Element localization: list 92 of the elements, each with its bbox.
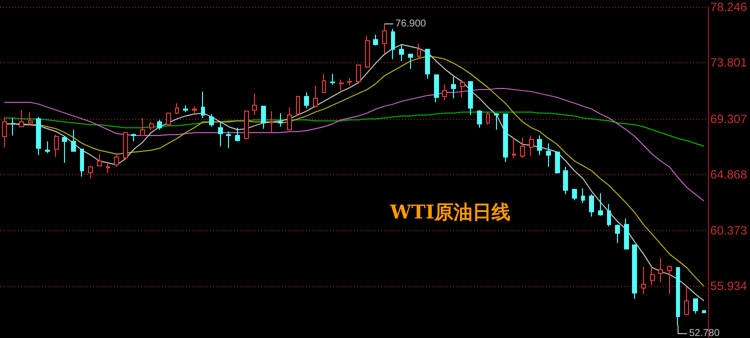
candlestick [581,188,585,204]
y-tick-label: 78.246 [710,0,748,14]
candlestick [313,85,318,108]
candlestick [97,154,102,166]
candlestick [408,54,413,70]
annotation: 76.900 [395,18,426,30]
candlestick [218,121,223,147]
candlestick [347,77,352,86]
candlestick [175,102,179,114]
candlestick [555,150,560,174]
candlestick [106,163,110,174]
candlestick [460,79,465,98]
candlestick [88,165,93,180]
candlestick [131,133,136,142]
candlestick [183,104,188,113]
y-tick-label: 69.307 [710,112,748,126]
candlestick [322,73,326,93]
candlestick [252,92,257,116]
candlestick [684,286,689,315]
candlestick [624,218,629,250]
candlestick [157,119,162,130]
candlestick [607,204,611,228]
candlestick [641,266,646,294]
candlestick [244,110,249,140]
candlestick [201,91,205,118]
candlestick [71,129,76,152]
candlestick [399,44,404,62]
candlestick [11,117,15,136]
candlestick [270,110,274,134]
candlestick [2,116,7,148]
candlestick [304,92,309,109]
candlestick [529,134,534,157]
annotation: WTI原油日线 [389,202,510,224]
y-tick-label: 60.373 [710,224,748,238]
candlestick [477,110,482,128]
candlestick [166,112,171,126]
candlestick [261,106,266,130]
candlestick [28,112,33,126]
candlestick [632,244,637,300]
candlestick [425,48,430,80]
line-series [4,112,704,147]
candlestick [149,121,154,130]
candlestick [434,74,439,103]
candlestick [54,134,59,158]
y-tick-label: 55.934 [710,279,748,294]
candlestick [451,76,456,99]
candlestick [192,106,197,114]
candlestick [140,117,145,136]
candlestick [330,73,335,86]
candlestick [702,310,706,314]
candlestick [123,131,128,160]
y-tick-label: 64.868 [710,167,748,182]
candlestick [598,192,603,216]
candlestick [615,224,620,244]
candlestick [417,43,421,60]
candlestick [693,298,698,314]
candlestick [296,96,300,116]
candlestick [486,112,490,126]
candlestick [373,34,378,46]
candlestick [339,79,344,92]
candlestick [287,106,292,130]
candlestick [278,112,283,128]
candlestick [114,152,119,168]
candlestick [494,112,499,130]
candlestick [382,23,387,54]
candlestick [36,116,41,156]
candlestick [658,257,663,283]
candlestick [546,142,551,168]
candlestick [356,64,361,84]
candlestick [391,28,395,60]
candlestick [667,265,672,294]
candlestick [80,148,84,178]
candlestick [589,194,594,218]
candlestick [572,188,577,201]
candlestick [19,110,24,128]
candlestick [563,166,568,195]
candlestick [365,35,370,69]
line-series [4,88,704,202]
candlestick [512,136,516,158]
y-tick-label: 73.801 [710,56,748,70]
candlestick [209,113,214,128]
candlestick [62,136,67,164]
candlestick [468,81,473,116]
candlestick [537,134,542,156]
candlestick [503,113,508,162]
candlestick [442,84,447,101]
candlestick [45,140,50,154]
candlestick [235,127,240,142]
candlestick [226,131,231,149]
candlestick [520,136,525,158]
candlestick [676,267,680,326]
candlestick [650,266,655,286]
